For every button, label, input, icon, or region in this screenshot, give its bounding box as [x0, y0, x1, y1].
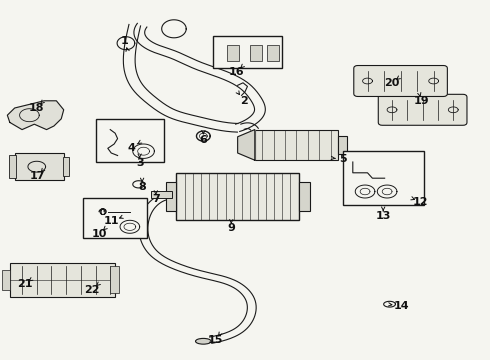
Text: 15: 15	[208, 335, 223, 345]
Text: 21: 21	[17, 279, 32, 289]
Bar	[15, 153, 64, 180]
Bar	[267, 45, 279, 61]
Bar	[299, 182, 310, 211]
Text: 18: 18	[29, 103, 45, 113]
Text: 8: 8	[138, 182, 146, 192]
Ellipse shape	[196, 338, 211, 344]
Bar	[227, 45, 239, 61]
Text: 20: 20	[384, 78, 400, 88]
Bar	[343, 151, 424, 205]
Text: 4: 4	[127, 143, 135, 153]
Text: 6: 6	[199, 135, 207, 145]
Bar	[176, 173, 299, 220]
Text: 16: 16	[228, 67, 244, 77]
Text: 3: 3	[136, 158, 144, 168]
Polygon shape	[238, 130, 255, 160]
Bar	[151, 191, 171, 198]
Bar	[213, 36, 282, 68]
Text: 1: 1	[121, 36, 129, 46]
Text: 19: 19	[414, 96, 429, 106]
Bar	[110, 266, 119, 293]
Bar	[83, 198, 147, 238]
FancyArrow shape	[2, 270, 10, 290]
FancyBboxPatch shape	[10, 263, 115, 297]
Text: 22: 22	[84, 285, 100, 295]
Polygon shape	[7, 101, 64, 130]
Text: 13: 13	[375, 211, 391, 221]
Bar	[250, 45, 262, 61]
Bar	[63, 157, 69, 176]
FancyBboxPatch shape	[354, 66, 447, 96]
Bar	[255, 130, 338, 160]
Text: 14: 14	[394, 301, 410, 311]
Text: 2: 2	[240, 96, 248, 106]
Text: 7: 7	[152, 194, 160, 204]
Bar	[166, 182, 176, 211]
Text: 9: 9	[227, 222, 235, 233]
Text: 5: 5	[339, 154, 347, 164]
Bar	[338, 136, 347, 154]
Text: 12: 12	[413, 197, 428, 207]
Bar	[96, 119, 164, 162]
Text: 17: 17	[30, 171, 46, 181]
Text: 10: 10	[91, 229, 107, 239]
Bar	[9, 155, 16, 178]
FancyBboxPatch shape	[378, 94, 467, 125]
Text: 11: 11	[104, 216, 120, 226]
